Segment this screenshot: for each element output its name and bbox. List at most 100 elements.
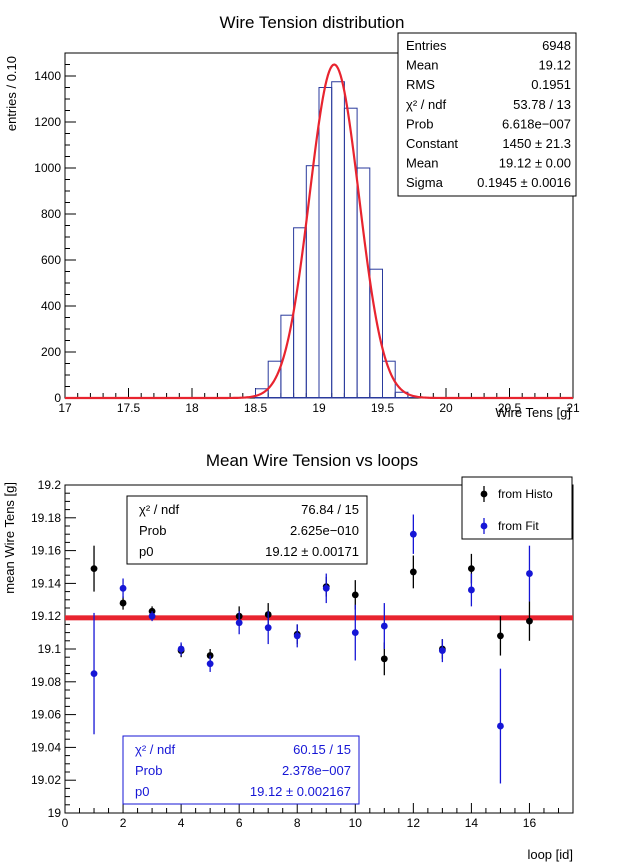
gaussian-fit-curve	[65, 63, 573, 400]
fit-box-label: p0	[139, 544, 153, 559]
x-tick-label: 16	[523, 816, 537, 830]
stats-label: Mean	[406, 58, 439, 73]
data-point	[526, 617, 533, 625]
legend-label: from Fit	[498, 519, 539, 533]
x-tick-label: 4	[178, 816, 185, 830]
loop-legend: from Histo from Fit	[461, 476, 573, 540]
y-tick-label: 200	[41, 345, 61, 359]
legend-marker	[480, 522, 488, 530]
stats-value: 0.1945 ± 0.0016	[477, 175, 571, 190]
stats-value: 19.12	[538, 58, 571, 73]
fit-box-value: 2.378e−007	[282, 763, 351, 778]
loop-chart: Mean Wire Tension vs loops 0 2 4 6 8 10 12 14 16…	[2, 451, 574, 862]
y-tick-label: 600	[41, 253, 61, 267]
y-tick-label: 19.18	[31, 511, 61, 525]
legend-marker	[480, 490, 488, 498]
data-point	[293, 632, 301, 640]
stats-value: 0.1951	[531, 77, 571, 92]
fit-box-fit-frame	[122, 735, 360, 805]
data-point	[380, 622, 388, 630]
data-point	[380, 655, 388, 663]
y-tick-label: 19.08	[31, 675, 61, 689]
stats-value: 19.12 ± 0.00	[499, 156, 571, 171]
y-tick-label: 800	[41, 207, 61, 221]
y-tick-label: 1000	[34, 161, 61, 175]
x-tick-label: 0	[62, 816, 69, 830]
data-point	[351, 591, 359, 599]
fit-box-label: Prob	[135, 763, 162, 778]
loop-chart-points	[90, 514, 533, 784]
data-point	[206, 660, 214, 668]
stats-label: Entries	[406, 38, 447, 53]
x-tick-label: 18.5	[244, 401, 268, 415]
data-point	[119, 599, 127, 607]
stats-label: RMS	[406, 77, 435, 92]
stats-label: χ² / ndf	[406, 97, 446, 112]
data-point	[235, 619, 243, 627]
y-tick-label: 1400	[34, 69, 61, 83]
y-tick-label: 1200	[34, 115, 61, 129]
series-from-fit	[90, 514, 533, 784]
y-tick-label: 19.12	[31, 609, 61, 623]
fit-box-label: p0	[135, 784, 149, 799]
fit-box-histo-rows: χ² / ndf 76.84 / 15 Prob 2.625e−010 p0 19.12 …	[139, 502, 359, 559]
x-tick-label: 17	[58, 401, 72, 415]
x-tick-label: 19	[312, 401, 326, 415]
data-point	[526, 570, 533, 577]
x-tick-label: 10	[349, 816, 363, 830]
x-tick-label: 21	[566, 401, 580, 415]
histogram-x-axis-label: Wire Tens [g]	[495, 405, 571, 420]
y-tick-label: 19.02	[31, 773, 61, 787]
x-tick-label: 19.5	[371, 401, 395, 415]
histogram-chart: Wire Tension distribution 17 17.5 18 18.5 19…	[4, 13, 580, 420]
y-tick-label: 19.04	[31, 740, 61, 754]
data-point	[351, 629, 359, 636]
data-point	[438, 647, 446, 655]
data-point	[177, 645, 185, 653]
fit-box-value: 2.625e−010	[290, 523, 359, 538]
data-point	[409, 530, 417, 538]
constant-fit-line	[65, 615, 573, 621]
data-point	[206, 652, 214, 659]
fit-box-fit-rows: χ² / ndf 60.15 / 15 Prob 2.378e−007 p0 19.12 …	[135, 742, 351, 799]
data-point	[468, 586, 475, 594]
stats-label: Sigma	[406, 175, 444, 190]
legend-frame	[461, 476, 573, 540]
fit-box-histo-frame	[126, 495, 368, 565]
x-tick-label: 17.5	[117, 401, 141, 415]
x-tick-label: 6	[236, 816, 243, 830]
data-point	[322, 584, 330, 592]
y-tick-label: 19.1	[38, 642, 62, 656]
x-tick-label: 14	[465, 816, 479, 830]
data-point	[90, 565, 98, 573]
stats-value: 6.618e−007	[502, 116, 571, 131]
stats-value: 6948	[542, 38, 571, 53]
data-point	[409, 568, 417, 576]
data-point	[264, 624, 272, 632]
x-tick-label: 2	[120, 816, 127, 830]
stats-label: Mean	[406, 156, 439, 171]
y-tick-label: 0	[54, 391, 61, 405]
data-point	[119, 584, 127, 592]
loop-chart-title: Mean Wire Tension vs loops	[206, 451, 418, 470]
stats-label: Constant	[406, 136, 458, 151]
fit-box-histo: χ² / ndf 76.84 / 15 Prob 2.625e−010 p0 19.12 …	[126, 495, 368, 565]
legend-entries: from Histo from Fit	[480, 486, 553, 534]
y-tick-label: 400	[41, 299, 61, 313]
fit-box-fit: χ² / ndf 60.15 / 15 Prob 2.378e−007 p0 19.12 …	[122, 735, 360, 805]
fit-box-value: 19.12 ± 0.00171	[265, 544, 359, 559]
stats-value: 1450 ± 21.3	[502, 136, 571, 151]
loop-chart-x-axis-label: loop [id]	[527, 847, 573, 862]
loop-chart-y-axis-label: mean Wire Tens [g]	[2, 482, 17, 594]
loop-chart-ticks: 0 2 4 6 8 10 12 14 16 19 19.02 19.04 19.06 19.08 19.1 1…	[31, 478, 574, 830]
fit-box-value: 76.84 / 15	[301, 502, 359, 517]
data-point	[148, 612, 156, 620]
data-point	[497, 722, 504, 730]
data-point	[497, 632, 504, 640]
data-point	[468, 565, 475, 573]
legend-label: from Histo	[498, 487, 553, 501]
x-tick-label: 18	[185, 401, 199, 415]
y-tick-label: 19.14	[31, 576, 61, 590]
y-tick-label: 19.16	[31, 544, 61, 558]
